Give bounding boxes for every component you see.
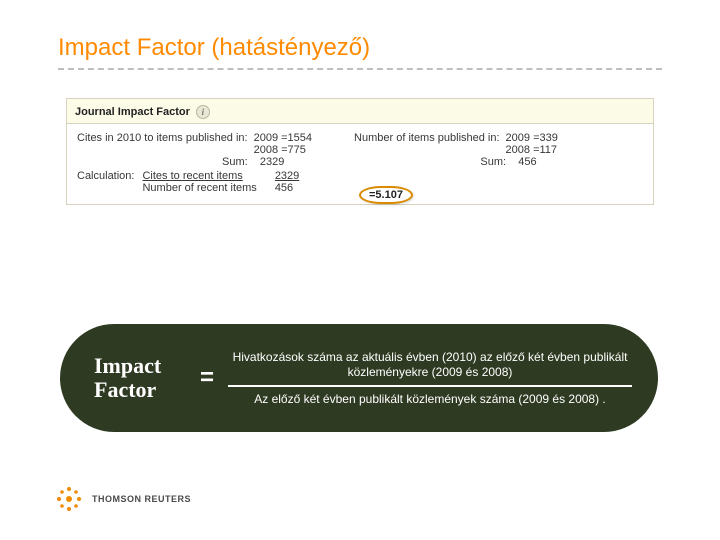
cites-2009: 2009 =1554 xyxy=(254,132,312,144)
panel-body: Cites in 2010 to items published in: 200… xyxy=(67,124,653,204)
items-block: Number of items published in: 2009 =339 … xyxy=(354,132,558,156)
formula-left: Impact Factor xyxy=(94,354,192,402)
cites-2008: 2008 =775 xyxy=(254,144,312,156)
cites-sum: Sum: 2329 xyxy=(222,156,284,168)
panel-header: Journal Impact Factor i xyxy=(67,99,653,123)
equals-sign: = xyxy=(200,364,214,392)
calc-num-bottom: 456 xyxy=(275,182,299,194)
fraction-line xyxy=(228,385,632,387)
calc-frac-bottom: Number of recent items xyxy=(142,182,256,194)
formula-denominator: Az előző két évben publikált közlemények… xyxy=(254,392,606,407)
items-label: Number of items published in: xyxy=(354,132,500,156)
impact-factor-panel: Journal Impact Factor i Cites in 2010 to… xyxy=(66,98,654,205)
result-value: =5.107 xyxy=(359,186,413,204)
calc-frac-top: Cites to recent items xyxy=(142,170,256,182)
panel-title: Journal Impact Factor xyxy=(75,106,190,118)
items-sum: Sum: 456 xyxy=(480,156,536,168)
calc-num-top: 2329 xyxy=(275,170,299,182)
calc-label: Calculation: xyxy=(77,170,134,182)
thomson-reuters-logo-icon xyxy=(56,486,82,512)
slide-title: Impact Factor (hatástényező) xyxy=(58,34,662,62)
items-2009: 2009 =339 xyxy=(506,132,558,144)
cites-row: Cites in 2010 to items published in: 200… xyxy=(77,132,643,156)
cites-label: Cites in 2010 to items published in: xyxy=(77,132,248,156)
cites-block: Cites in 2010 to items published in: 200… xyxy=(77,132,312,156)
brand-text: THOMSON REUTERS xyxy=(92,494,191,504)
formula-numerator: Hivatkozások száma az aktuális évben (20… xyxy=(228,350,632,380)
info-icon[interactable]: i xyxy=(196,105,210,119)
result-highlight: =5.107 xyxy=(359,186,413,204)
footer: THOMSON REUTERS xyxy=(56,486,191,512)
items-2008: 2008 =117 xyxy=(506,144,558,156)
formula-left-l2: Factor xyxy=(94,378,192,402)
title-divider xyxy=(58,68,662,70)
formula-left-l1: Impact xyxy=(94,354,192,378)
formula-pill: Impact Factor = Hivatkozások száma az ak… xyxy=(60,324,658,432)
formula-fraction: Hivatkozások száma az aktuális évben (20… xyxy=(228,350,632,407)
